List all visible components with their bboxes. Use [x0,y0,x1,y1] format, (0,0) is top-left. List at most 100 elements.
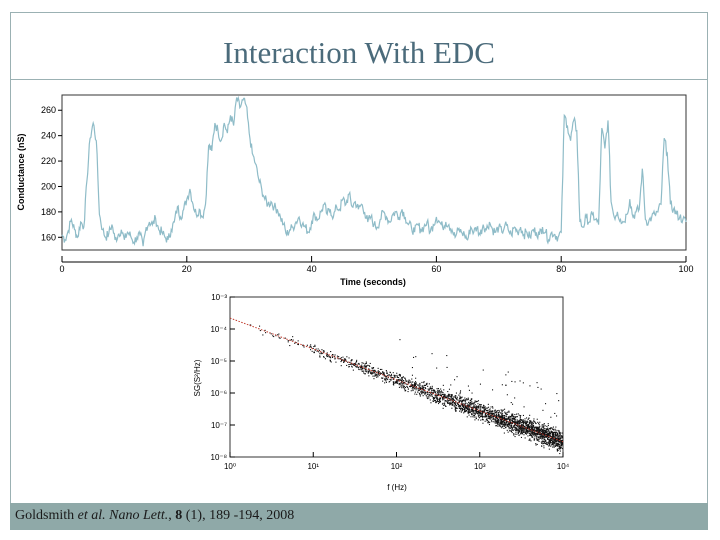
spectrum-point [495,422,497,424]
spectrum-point [502,415,504,417]
spectrum-point [455,405,457,407]
spectrum-point [550,432,552,434]
spectrum-point [525,421,527,423]
spectrum-point [558,435,560,437]
spectrum-point [558,437,560,439]
spectrum-point [549,432,551,434]
spectrum-point [555,431,557,433]
spectrum-point [448,393,450,395]
spectrum-point [489,408,491,410]
spectrum-point [533,434,535,436]
spectrum-point [312,347,314,349]
spectrum-point [478,416,480,418]
spectrum-point [482,418,484,420]
spectrum-point [411,383,413,385]
spectrum-point [507,418,509,420]
spectrum-point [474,419,476,421]
spectrum-point [512,430,514,432]
spectrum-point [382,373,384,375]
spectrum-point [393,383,395,385]
spectrum-point [543,433,545,435]
spectrum-point [350,360,352,362]
spectrum-point [419,388,421,390]
spectrum-point [547,427,549,429]
spectrum-point [424,393,426,395]
spectrum-point [259,325,261,327]
spectrum-point [556,440,558,442]
spectrum-point [446,396,448,398]
spectrum-point [414,382,416,384]
spectrum-point [561,443,563,445]
spectrum-point [402,376,404,378]
spectrum-point [417,391,419,393]
spectrum-point [528,424,530,426]
spectrum-point [536,426,538,428]
spectrum-point [419,394,421,396]
spectrum-point [395,381,397,383]
spectrum-point [415,356,417,358]
spectrum-point [316,350,318,352]
spectrum-point [348,364,350,366]
spectrum-point [468,404,470,406]
spectrum-point [535,443,537,445]
spectrum-point [443,403,445,405]
spectrum-point [494,409,496,411]
spectrum-point [551,427,553,429]
spectrum-point [501,415,503,417]
spectrum-point [488,415,490,417]
spectrum-point [425,392,427,394]
spectrum-point [531,428,533,430]
spectrum-point [363,372,365,374]
spectrum-point [507,425,509,427]
spectrum-point [552,442,554,444]
spectrum-point [459,398,461,400]
spectrum-point [403,388,405,390]
x-tick-label-2: 10² [391,462,403,471]
spectrum-point [511,429,513,431]
spectrum-point [525,420,527,422]
spectrum-point [515,427,517,429]
spectrum-point [432,397,434,399]
spectrum-point [540,437,542,439]
x-tick-label-2: 10⁰ [224,462,236,471]
spectrum-point [319,355,321,357]
spectrum-point [528,417,530,419]
spectrum-point [543,442,545,444]
spectrum-point [555,444,557,446]
spectrum-point [360,366,362,368]
spectrum-point [534,433,536,435]
spectrum-point [522,382,524,384]
spectrum-point [358,363,360,365]
spectrum-point [459,397,461,399]
spectrum-point [475,407,477,409]
spectrum-point [504,418,506,420]
spectrum-point [436,401,438,403]
spectrum-point [553,439,555,441]
spectrum-point [521,431,523,433]
spectrum-point [559,448,561,450]
spectrum-point [434,391,436,393]
spectrum-point [527,425,529,427]
spectrum-point [452,397,454,399]
spectrum-point [430,395,432,397]
spectrum-point [543,438,545,440]
spectrum-point [552,440,554,442]
spectrum-point [523,427,525,429]
spectrum-point [419,393,421,395]
spectrum-point [417,388,419,390]
spectrum-point [559,441,561,443]
spectrum-point [446,395,448,397]
spectrum-point [444,402,446,404]
spectrum-point [329,360,331,362]
spectrum-point [540,427,542,429]
spectrum-point [295,342,297,344]
spectrum-point [535,432,537,434]
spectrum-point [439,393,441,395]
spectrum-point [401,379,403,381]
spectrum-point [544,425,546,427]
spectrum-point [524,421,526,423]
spectrum-point [407,386,409,388]
spectrum-point [512,413,514,415]
spectrum-point [431,392,433,394]
spectrum-point [561,435,563,437]
